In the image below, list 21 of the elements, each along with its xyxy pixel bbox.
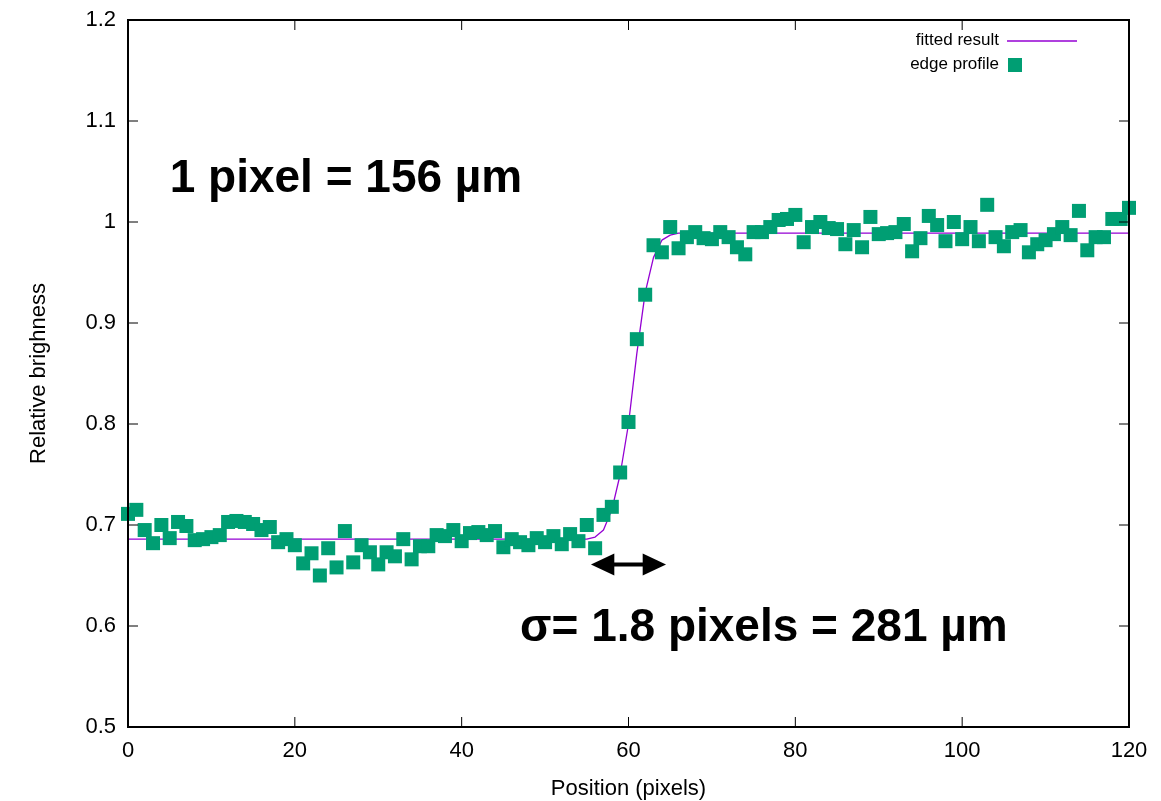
x-tick-label: 80 — [783, 737, 808, 762]
x-tick-label: 100 — [943, 737, 981, 762]
x-axis-title: Position (pixels) — [550, 775, 707, 800]
x-tick-label: 120 — [1110, 737, 1148, 762]
y-tick-label: 1.2 — [85, 5, 116, 31]
x-tick-label: 0 — [121, 737, 135, 762]
legend-label: fitted result — [915, 30, 1000, 50]
y-tick-label: 0.6 — [85, 611, 116, 637]
y-axis-title: Relative brighness — [25, 283, 50, 464]
annotation: 1 pixel = 156 µm — [169, 149, 523, 202]
annotation: σ= 1.8 pixels = 281 µm — [520, 599, 1008, 652]
y-tick-label: 1.1 — [85, 106, 116, 132]
legend-label: edge profile — [910, 54, 999, 74]
y-tick-label: 0.9 — [85, 308, 116, 334]
x-tick-label: 60 — [616, 737, 641, 762]
y-tick-label: 0.7 — [85, 510, 116, 536]
y-tick-label: 1 — [103, 207, 116, 233]
y-tick-label: 0.8 — [85, 409, 116, 435]
x-tick-label: 40 — [449, 737, 474, 762]
y-tick-label: 0.5 — [85, 712, 116, 738]
x-tick-label: 20 — [282, 737, 308, 762]
